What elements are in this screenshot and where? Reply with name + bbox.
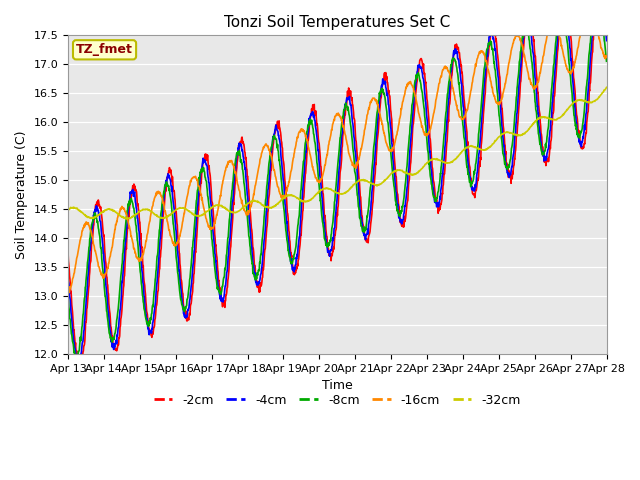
Legend: -2cm, -4cm, -8cm, -16cm, -32cm: -2cm, -4cm, -8cm, -16cm, -32cm — [148, 389, 526, 412]
X-axis label: Time: Time — [322, 379, 353, 393]
Text: TZ_fmet: TZ_fmet — [76, 43, 133, 56]
Title: Tonzi Soil Temperatures Set C: Tonzi Soil Temperatures Set C — [224, 15, 451, 30]
Y-axis label: Soil Temperature (C): Soil Temperature (C) — [15, 131, 28, 259]
